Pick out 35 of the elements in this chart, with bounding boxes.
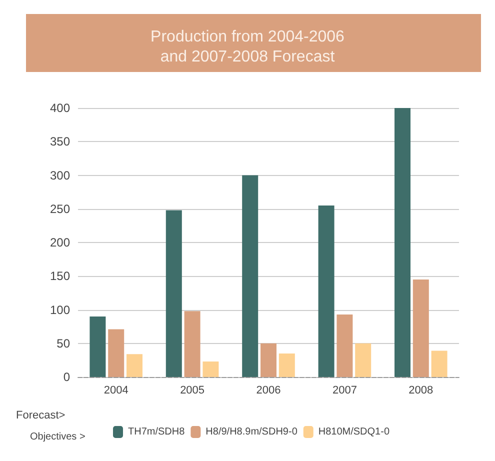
y-tick-label: 350 [50, 134, 70, 149]
bar [184, 311, 200, 377]
bar [412, 279, 429, 377]
bar [278, 353, 295, 377]
bar [260, 343, 276, 377]
bar [108, 329, 124, 377]
y-tick-label: 150 [50, 269, 70, 284]
y-tick-label: 300 [50, 168, 70, 182]
x-tick-label: 2007 [332, 384, 357, 396]
bar [242, 175, 258, 377]
bar [126, 354, 142, 377]
y-tick-label: 100 [50, 302, 70, 317]
bar [431, 350, 448, 377]
y-tick-label: 250 [50, 202, 70, 216]
bar [202, 362, 219, 377]
x-tick-label: 2005 [180, 384, 205, 396]
bar [166, 210, 182, 377]
bar [336, 314, 353, 377]
y-tick-label: 200 [50, 236, 70, 250]
x-tick-label: 2004 [104, 384, 128, 396]
y-tick-label: 400 [50, 101, 70, 115]
bar [355, 343, 372, 377]
legend-label: H8/9/H8.9m/SDH9-0 [206, 426, 298, 438]
x-axis-title: Forecast> [16, 410, 66, 422]
legend-title: Objectives > [30, 432, 86, 442]
bar [318, 206, 334, 377]
bar [394, 108, 410, 377]
y-tick-label: 50 [56, 336, 70, 350]
y-tick-label: 0 [63, 370, 70, 384]
legend-label: H810M/SDQ1-0 [318, 426, 390, 438]
chart-title: Production from 2004-2006 and 2007-2008 Forecast [150, 28, 345, 66]
bar [90, 316, 106, 377]
x-tick-label: 2006 [256, 384, 281, 396]
legend-label: TH7m/SDH8 [128, 426, 186, 438]
x-tick-label: 2008 [408, 384, 434, 396]
